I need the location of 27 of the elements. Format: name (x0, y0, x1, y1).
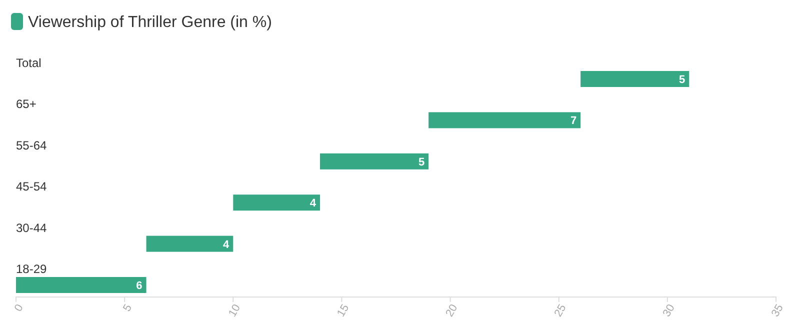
bar (233, 194, 320, 211)
data-label: 5 (418, 156, 425, 168)
x-tick-label: 30 (660, 302, 678, 320)
bar (428, 112, 581, 128)
bar (146, 236, 234, 252)
bar (16, 277, 146, 293)
y-tick-label: 45-54 (16, 180, 48, 194)
y-tick-label: 65+ (16, 97, 36, 112)
data-label: 5 (679, 74, 686, 86)
x-tick-label: 25 (552, 302, 569, 320)
data-label: 7 (570, 115, 577, 128)
y-tick-label: 55-64 (16, 138, 48, 152)
data-label: 4 (223, 238, 230, 251)
x-tick-label: 5 (121, 302, 135, 314)
legend-label: Viewership of Thriller Genre (in %) (28, 14, 272, 31)
y-tick-label: Total (16, 56, 42, 70)
y-tick-label: 30-44 (16, 220, 48, 235)
x-tick-label: 15 (335, 302, 352, 320)
y-tick-label: 18-29 (16, 262, 48, 276)
bar (320, 153, 429, 170)
x-tick-label: 20 (444, 302, 460, 320)
x-tick-label: 0 (12, 302, 26, 314)
data-label: 6 (136, 280, 142, 292)
x-tick-label: 35 (769, 302, 786, 320)
x-tick-label: 10 (226, 302, 244, 320)
bar (580, 71, 690, 87)
data-label: 4 (310, 198, 317, 210)
